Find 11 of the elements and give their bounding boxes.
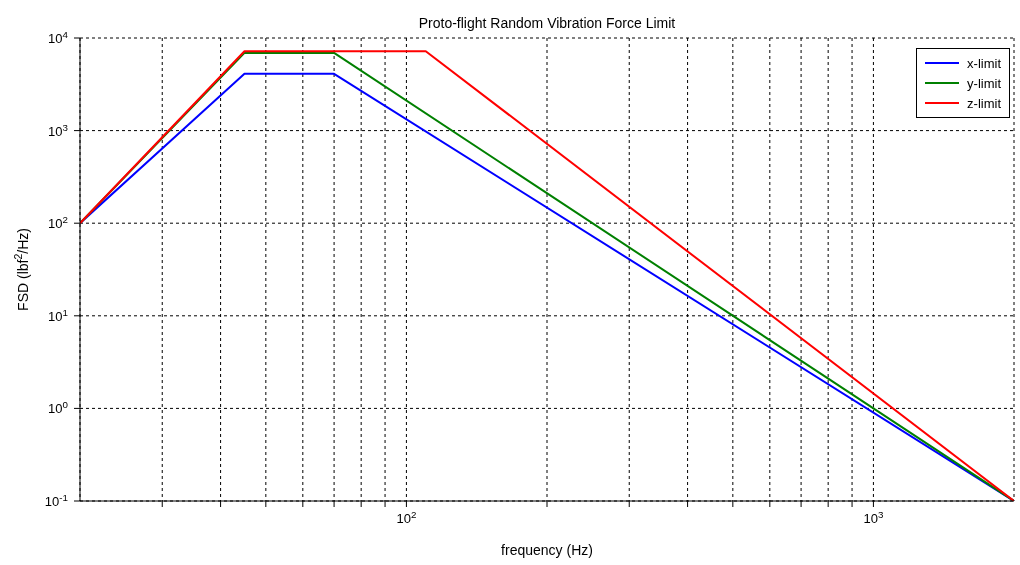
y-tick-label: 10$^{4}$ [48, 28, 69, 46]
legend-label: z-limit [967, 95, 1001, 111]
chart-title: Proto-flight Random Vibration Force Limit [418, 15, 676, 31]
y-tick-label: 10$^{2}$ [48, 213, 68, 232]
y-tick-label: 10$^{-1}$ [44, 491, 68, 509]
y-tick-label: 10$^{0}$ [48, 398, 69, 417]
x-axis-title: frequency (Hz) [501, 542, 593, 558]
legend-label: y-limit [967, 75, 1001, 91]
y-tick-label: 10$^{3}$ [48, 121, 68, 139]
legend-label: x-limit [967, 55, 1001, 71]
y-tick-label: 10$^{1}$ [48, 306, 68, 324]
